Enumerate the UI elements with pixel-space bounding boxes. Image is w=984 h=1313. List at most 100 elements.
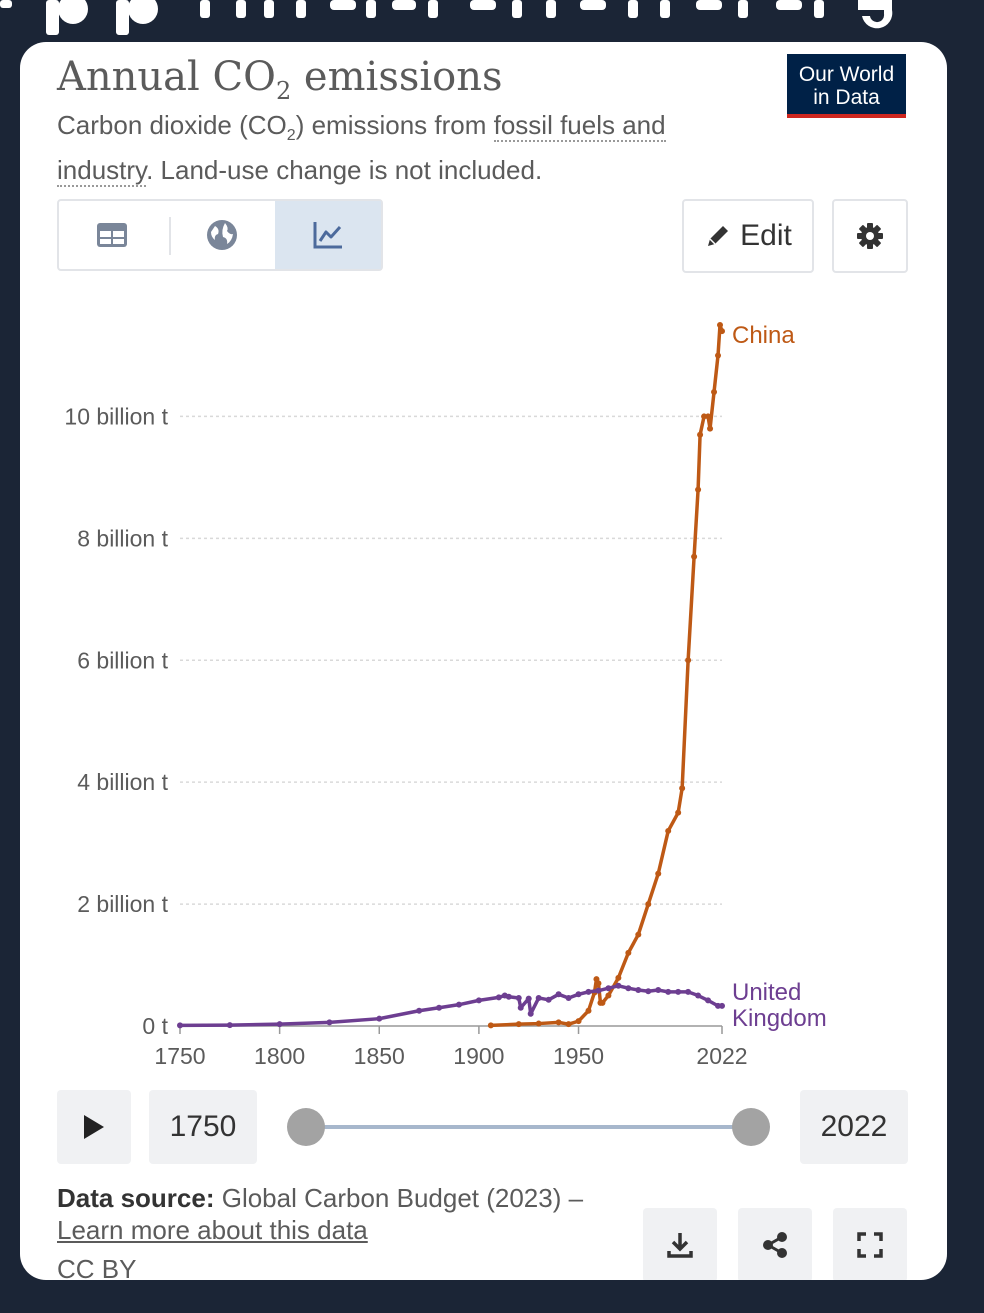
data-point[interactable]	[436, 1004, 443, 1011]
data-point[interactable]	[376, 1015, 383, 1022]
data-point[interactable]	[695, 992, 702, 999]
data-point[interactable]	[645, 988, 652, 995]
data-point[interactable]	[615, 974, 622, 981]
download-icon	[667, 1233, 693, 1258]
data-point[interactable]	[535, 1020, 542, 1027]
license-link[interactable]: CC BY	[57, 1254, 137, 1280]
data-point[interactable]	[635, 931, 642, 938]
data-point[interactable]	[535, 994, 542, 1001]
series-label: China	[732, 322, 795, 349]
data-point[interactable]	[655, 987, 662, 994]
timeline-end-year[interactable]: 2022	[800, 1090, 908, 1164]
y-tick-label: 6 billion t	[77, 647, 168, 673]
data-point[interactable]	[625, 949, 632, 956]
data-point[interactable]	[455, 1001, 462, 1008]
data-point[interactable]	[599, 999, 606, 1006]
data-source-label: Data source:	[57, 1183, 215, 1213]
data-point[interactable]	[655, 870, 662, 877]
timeline-end-handle[interactable]	[732, 1108, 770, 1146]
data-point[interactable]	[487, 1022, 494, 1029]
data-point[interactable]	[527, 1010, 534, 1017]
fossil-fuels-definition-link[interactable]: fossil fuels and industry	[57, 110, 666, 188]
data-point[interactable]	[575, 991, 582, 998]
data-point[interactable]	[565, 1021, 572, 1028]
data-point[interactable]	[515, 1021, 522, 1028]
data-point[interactable]	[495, 994, 502, 1001]
data-point[interactable]	[585, 1007, 592, 1014]
subtitle-subscript: 2	[286, 127, 296, 145]
tab-map[interactable]	[169, 201, 275, 269]
tab-table[interactable]	[59, 201, 165, 269]
data-point[interactable]	[665, 827, 672, 834]
data-point[interactable]	[705, 413, 712, 420]
timeline-start-year[interactable]: 1750	[149, 1090, 257, 1164]
settings-button[interactable]	[832, 199, 908, 273]
data-point[interactable]	[505, 993, 512, 1000]
y-tick-label: 4 billion t	[77, 769, 168, 795]
data-point[interactable]	[565, 994, 572, 1001]
timeline-start-handle[interactable]	[287, 1108, 325, 1146]
x-tick-label: 1800	[254, 1043, 305, 1069]
data-point[interactable]	[517, 1004, 524, 1011]
data-point[interactable]	[276, 1021, 283, 1028]
data-point[interactable]	[719, 328, 725, 335]
data-point[interactable]	[675, 988, 682, 995]
download-button[interactable]	[643, 1208, 717, 1280]
data-point[interactable]	[675, 809, 682, 816]
data-point[interactable]	[555, 991, 562, 998]
grid	[180, 415, 722, 905]
x-tick-label: 1950	[553, 1043, 604, 1069]
data-point[interactable]	[685, 657, 692, 664]
line-chart[interactable]: 0 t 2 billion t 4 billion t 6 billion t 8 bi…	[20, 292, 947, 1082]
series-line-china[interactable]	[490, 323, 724, 1028]
data-point[interactable]	[416, 1007, 423, 1014]
data-point[interactable]	[575, 1018, 582, 1025]
data-point[interactable]	[719, 1002, 725, 1009]
data-point[interactable]	[545, 996, 552, 1003]
data-point[interactable]	[515, 994, 522, 1001]
play-button[interactable]	[57, 1090, 131, 1164]
learn-more-link[interactable]: Learn more about this data	[57, 1215, 368, 1245]
data-point[interactable]	[595, 987, 602, 994]
data-point[interactable]	[177, 1022, 183, 1029]
data-point[interactable]	[605, 985, 612, 992]
share-button[interactable]	[738, 1208, 812, 1280]
data-point[interactable]	[625, 985, 632, 992]
data-point[interactable]	[326, 1019, 333, 1026]
data-point[interactable]	[635, 987, 642, 994]
title-subscript: 2	[275, 77, 292, 105]
timeline-track[interactable]	[306, 1125, 752, 1129]
play-icon	[84, 1115, 104, 1139]
data-point[interactable]	[585, 988, 592, 995]
data-point[interactable]	[475, 997, 482, 1004]
data-point[interactable]	[555, 1019, 562, 1026]
data-point[interactable]	[226, 1022, 233, 1029]
data-point[interactable]	[645, 901, 652, 908]
tab-chart[interactable]	[275, 201, 381, 269]
share-icon	[763, 1232, 787, 1258]
edit-button[interactable]: Edit	[682, 199, 814, 273]
data-point[interactable]	[711, 389, 718, 396]
data-point[interactable]	[525, 995, 532, 1002]
data-point[interactable]	[615, 982, 622, 989]
chart-card: Annual CO2 emissions Carbon dioxide (CO2…	[20, 42, 947, 1280]
tab-divider	[169, 217, 171, 255]
data-point[interactable]	[695, 486, 702, 493]
top-text-fragment	[0, 0, 984, 44]
data-point[interactable]	[717, 322, 724, 328]
data-point[interactable]	[705, 997, 712, 1004]
y-tick-label: 8 billion t	[77, 525, 168, 551]
data-point[interactable]	[595, 980, 602, 987]
fullscreen-button[interactable]	[833, 1208, 907, 1280]
our-world-in-data-logo[interactable]: Our World in Data	[787, 54, 906, 118]
fullscreen-icon	[857, 1232, 883, 1258]
data-point[interactable]	[697, 431, 704, 438]
data-point[interactable]	[679, 785, 686, 792]
data-point[interactable]	[665, 988, 672, 995]
data-point[interactable]	[685, 988, 692, 995]
data-point[interactable]	[605, 992, 612, 999]
data-point[interactable]	[691, 553, 698, 560]
data-point[interactable]	[715, 352, 722, 359]
y-tick-label: 10 billion t	[64, 403, 168, 429]
data-point[interactable]	[707, 425, 714, 432]
